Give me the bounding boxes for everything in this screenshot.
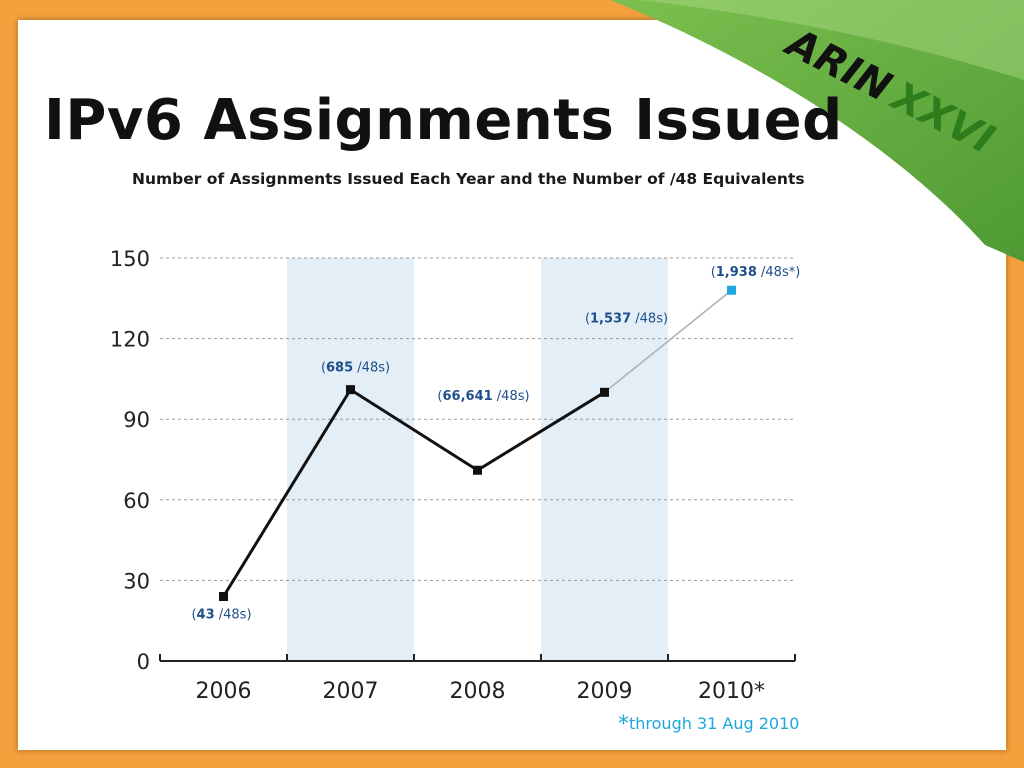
y-tick-label: 120 [110, 328, 150, 352]
projection-line [604, 289, 732, 393]
shaded-band-2009 [541, 258, 668, 661]
y-tick-label: 90 [123, 408, 150, 432]
series-line [222, 387, 606, 598]
x-tick-label: 2009 [577, 679, 633, 704]
footnote-star: * [618, 712, 629, 737]
data-point-2007 [346, 385, 355, 395]
x-tick-label: 2006 [196, 679, 252, 704]
data-point-2009 [600, 387, 609, 397]
x-tick-label: 2010* [698, 679, 765, 704]
y-tick-label: 150 [110, 247, 150, 271]
x-tick-label: 2008 [450, 679, 506, 704]
x-tick-label: 2007 [323, 679, 379, 704]
chart-title: Number of Assignments Issued Each Year a… [132, 170, 805, 188]
data-label-2009: (1,537 /48s) [585, 311, 668, 326]
footnote-text: through 31 Aug 2010 [629, 714, 800, 733]
data-label-2010*: (1,938 /48s*) [711, 265, 801, 280]
data-point-2008 [473, 465, 482, 475]
y-tick-label: 0 [137, 650, 150, 674]
page-title: IPv6 Assignments Issued [44, 88, 843, 153]
footnote: *through 31 Aug 2010 [618, 712, 799, 737]
data-label-2008: (66,641 /48s) [437, 389, 529, 404]
y-tick-label: 30 [123, 569, 150, 593]
data-point-2006 [219, 592, 228, 602]
data-label-2006: (43 /48s) [191, 608, 251, 623]
data-label-2007: (685 /48s) [321, 361, 390, 376]
y-tick-label: 60 [123, 489, 150, 513]
data-point-2010* [727, 285, 736, 295]
